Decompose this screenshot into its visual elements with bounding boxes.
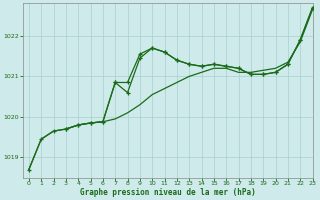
X-axis label: Graphe pression niveau de la mer (hPa): Graphe pression niveau de la mer (hPa): [80, 188, 255, 197]
